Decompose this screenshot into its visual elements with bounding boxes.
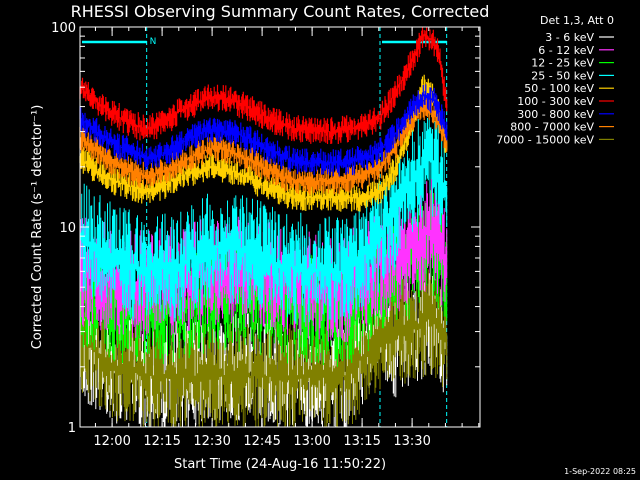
legend-label: 6 - 12 keV	[538, 44, 594, 57]
x-tick-label: 12:45	[243, 434, 280, 449]
legend-label: 3 - 6 keV	[545, 31, 594, 44]
y-tick-label: 10	[59, 221, 76, 236]
chart-title: RHESSI Observing Summary Count Rates, Co…	[71, 2, 490, 21]
x-tick-label: 13:30	[393, 434, 430, 449]
x-tick-label: 13:00	[293, 434, 330, 449]
legend-label: 7000 - 15000 keV	[496, 133, 594, 146]
legend-label: 50 - 100 keV	[524, 82, 594, 95]
x-axis-label: Start Time (24-Aug-16 11:50:22)	[174, 457, 386, 472]
x-tick-label: 12:30	[193, 434, 230, 449]
x-tick-label: 12:15	[143, 434, 180, 449]
legend-label: 100 - 300 keV	[517, 95, 594, 108]
x-axis: 12:00 12:15 12:30 12:45 13:00 13:15 13:30	[93, 27, 480, 449]
y-axis-label: Corrected Count Rate (s⁻¹ detector⁻¹)	[30, 105, 45, 350]
legend-label: 800 - 7000 keV	[510, 121, 594, 134]
x-tick-label: 13:15	[343, 434, 380, 449]
legend-title: Det 1,3, Att 0	[540, 14, 614, 27]
legend-label: 12 - 25 keV	[531, 57, 594, 70]
footer-timestamp: 1-Sep-2022 08:25	[564, 467, 636, 476]
x-tick-label: 12:00	[93, 434, 130, 449]
y-tick-label: 100	[51, 21, 76, 36]
y-axis: 1 10 100	[51, 21, 480, 436]
legend-label: 25 - 50 keV	[531, 69, 594, 82]
legend-label: 300 - 800 keV	[517, 108, 594, 121]
night-label: N	[150, 37, 157, 47]
y-tick-label: 1	[68, 421, 76, 436]
